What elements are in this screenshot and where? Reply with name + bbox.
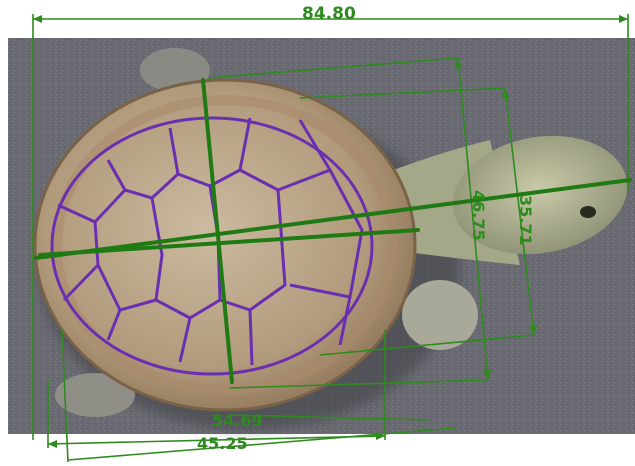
front-right-leg bbox=[402, 280, 478, 350]
total-length-label: 84.80 bbox=[302, 4, 356, 24]
turtle-carapace bbox=[33, 78, 417, 412]
head-width-label: 35.71 bbox=[516, 195, 535, 246]
principal-axes bbox=[34, 78, 632, 384]
turtle-eye bbox=[580, 206, 596, 218]
measurement-lines bbox=[32, 14, 629, 463]
arrow-heads bbox=[33, 15, 628, 448]
scute-outline bbox=[50, 116, 374, 376]
carapace-diagonal-label: 54.69 bbox=[212, 411, 263, 430]
shell-length-label: 45.25 bbox=[197, 434, 248, 453]
rear-leg bbox=[55, 373, 135, 417]
carapace-rim-highlight bbox=[52, 95, 398, 395]
neck-span-label: 46.75 bbox=[469, 190, 488, 241]
turtle-head bbox=[452, 135, 628, 255]
